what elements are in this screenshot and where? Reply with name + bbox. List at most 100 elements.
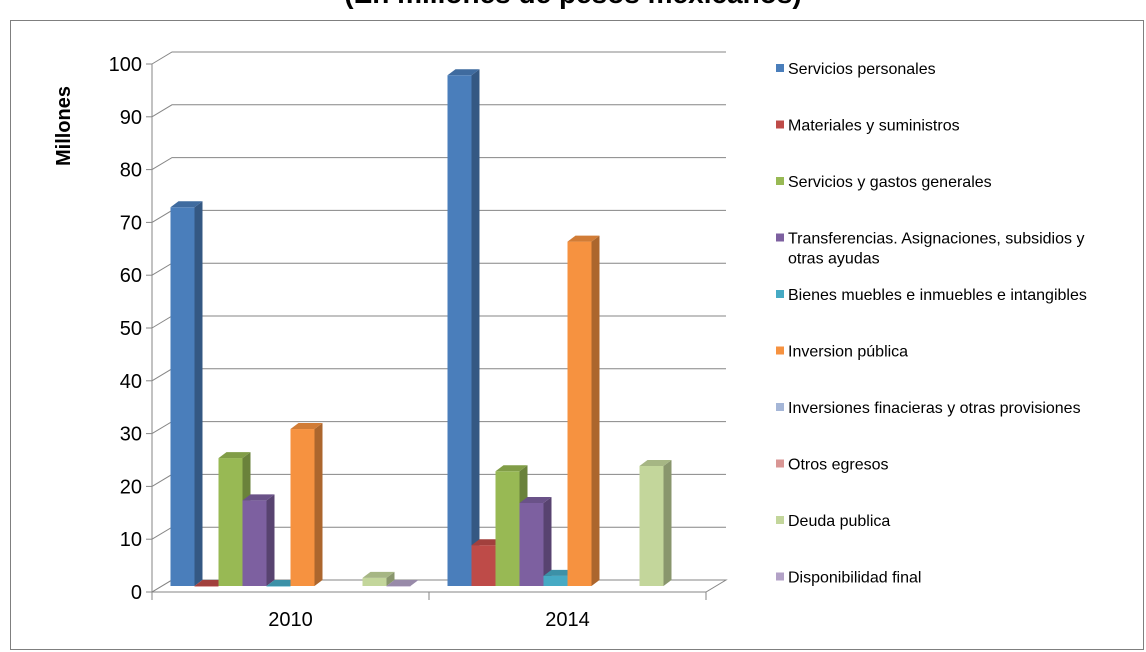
legend-item: Materiales y suministros xyxy=(776,118,960,135)
legend-item: Bienes muebles e inmuebles e intangibles xyxy=(776,287,1087,304)
bar-front xyxy=(218,458,243,586)
bar-top xyxy=(170,201,203,208)
bar xyxy=(639,460,672,586)
bar-side xyxy=(266,494,275,586)
legend-label: Inversion pública xyxy=(788,344,908,361)
bar-front xyxy=(639,466,664,586)
bar-top xyxy=(386,580,419,586)
gridline xyxy=(151,368,726,382)
gridline xyxy=(151,104,726,118)
y-tick-label: 90 xyxy=(120,107,142,129)
bar-front xyxy=(290,429,315,586)
y-tick-label: 60 xyxy=(120,265,142,287)
y-tick-label: 100 xyxy=(109,54,142,76)
bar-top xyxy=(639,460,672,466)
legend-item: Otros egresos xyxy=(776,457,888,474)
legend-swatch xyxy=(776,233,784,242)
legend-swatch xyxy=(776,346,784,355)
bar-top xyxy=(218,452,251,459)
y-tick-label: 30 xyxy=(120,424,142,446)
legend-label: Inversiones finacieras y otras provision… xyxy=(788,400,1081,417)
legend-item: Servicios y gastos generales xyxy=(776,174,992,191)
bar xyxy=(495,465,528,586)
legend-swatch xyxy=(776,177,784,185)
bars xyxy=(170,69,672,587)
legend-label: Servicios y gastos generales xyxy=(788,174,992,191)
bar xyxy=(170,201,203,586)
axes: 0 10 20 30 40 50 60 70 80 90 100 2010 2014 xyxy=(109,54,728,631)
legend-label: Deuda publica xyxy=(788,513,890,530)
gridline xyxy=(151,51,726,65)
bar-side xyxy=(314,423,323,586)
bar-front xyxy=(543,575,568,586)
bar-side xyxy=(194,201,203,586)
bar xyxy=(447,69,480,586)
bar-front xyxy=(362,577,387,586)
bar-front xyxy=(170,207,195,586)
legend-swatch xyxy=(776,516,784,524)
legend-item: Transferencias. Asignaciones, subsidios … xyxy=(776,231,1084,268)
legend-label: Servicios personales xyxy=(788,61,936,78)
legend-item: Disponibilidad final xyxy=(776,570,921,587)
bar-side xyxy=(386,571,395,586)
y-tick-label: 40 xyxy=(120,371,142,393)
legend-label: Bienes muebles e inmuebles e intangibles xyxy=(788,287,1087,304)
legend-swatch xyxy=(776,64,784,72)
chart-title: (En millones de pesos mexicanos) xyxy=(0,0,1146,10)
bar-front xyxy=(266,586,291,587)
bar-top xyxy=(519,496,552,503)
legend-swatch xyxy=(776,120,784,129)
bar-front xyxy=(242,500,267,586)
bar-front xyxy=(519,502,544,586)
gridline xyxy=(151,157,726,171)
bar-front xyxy=(194,586,219,587)
bar-side xyxy=(591,235,600,586)
legend-label: Otros egresos xyxy=(788,457,888,474)
bar-front xyxy=(386,586,411,587)
legend-item: Inversion pública xyxy=(776,344,908,361)
bar-top xyxy=(290,423,323,430)
legend-swatch xyxy=(776,403,784,411)
y-axis-label: Millones xyxy=(53,86,75,166)
x-tick-label: 2010 xyxy=(268,609,313,631)
bar-top xyxy=(567,235,600,242)
bar-top xyxy=(447,69,480,76)
y-tick-label: 10 xyxy=(120,529,142,551)
bar xyxy=(386,580,419,587)
legend-label: Materiales y suministros xyxy=(788,118,960,135)
legend-swatch xyxy=(776,572,784,581)
legend: Servicios personales Materiales y suminis… xyxy=(776,61,1087,587)
legend-item: Inversiones finacieras y otras provision… xyxy=(776,400,1081,417)
x-tick-label: 2014 xyxy=(545,609,590,631)
bar-top xyxy=(495,465,528,472)
bar-front xyxy=(567,241,592,586)
bar-side xyxy=(471,69,480,586)
y-tick-label: 50 xyxy=(120,318,142,340)
bar xyxy=(242,494,275,586)
bar-front xyxy=(447,75,472,586)
legend-item: Deuda publica xyxy=(776,513,890,530)
bar-top xyxy=(242,494,275,501)
legend-label: Disponibilidad final xyxy=(788,570,921,587)
legend-label: otras ayudas xyxy=(788,251,880,268)
bar xyxy=(362,571,395,586)
gridline xyxy=(151,421,726,435)
bar-top xyxy=(362,571,395,578)
legend-swatch xyxy=(776,459,784,468)
bar-side xyxy=(663,460,672,586)
y-tick-label: 0 xyxy=(131,582,142,604)
legend-item: Servicios personales xyxy=(776,61,936,78)
legend-label: Transferencias. Asignaciones, subsidios … xyxy=(788,231,1084,248)
y-tick-label: 80 xyxy=(120,160,142,182)
bar-front xyxy=(471,545,496,586)
bar-front xyxy=(495,471,520,586)
gridline xyxy=(151,315,726,329)
gridline xyxy=(151,262,726,276)
bar xyxy=(519,496,552,586)
bar-side xyxy=(543,496,552,586)
bar xyxy=(290,423,323,586)
legend-swatch xyxy=(776,290,784,298)
y-tick-label: 70 xyxy=(120,212,142,234)
y-tick-label: 20 xyxy=(120,476,142,498)
